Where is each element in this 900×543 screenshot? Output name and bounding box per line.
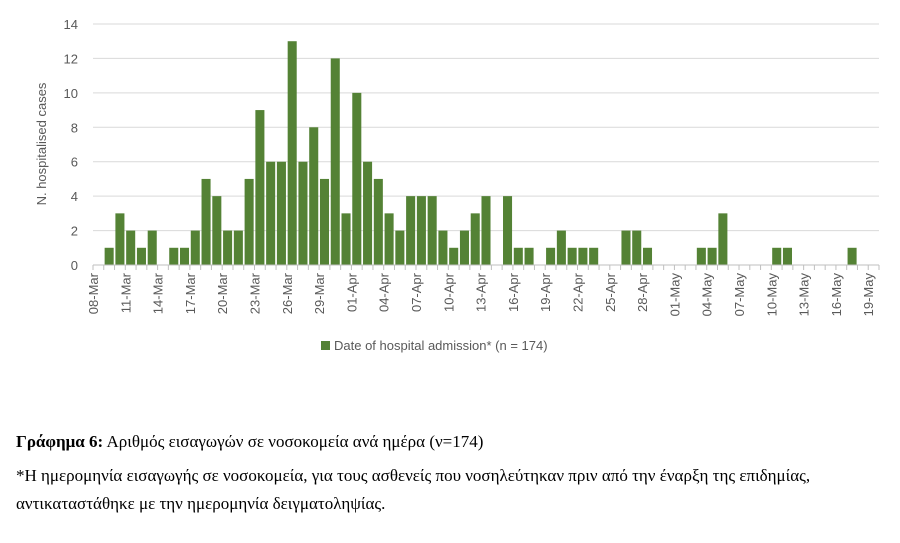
y-tick-label: 8 [71,120,78,135]
bar [255,110,265,265]
x-tick-label: 29-Mar [312,272,327,314]
y-tick-label: 14 [64,17,78,32]
x-tick-label: 04-Apr [377,272,392,312]
bar [136,247,146,265]
x-tick-label: 01-Apr [344,272,359,312]
x-tick-label: 26-Mar [280,272,295,314]
bar [330,58,340,265]
y-tick-label: 0 [71,258,78,273]
x-tick-label: 07-May [732,273,747,317]
hospitalisation-bar-chart: 0 2 4 6 8 10 12 14 08-Mar 11-Mar 14-Mar 17-Mar 20-M… [34,17,880,353]
x-tick-label: 17-Mar [183,272,198,314]
y-tick-label: 4 [71,189,78,204]
bar [212,196,222,265]
bar [287,41,297,265]
bar [298,161,308,265]
bar [524,247,534,265]
bar [395,230,405,265]
bar [384,213,394,265]
y-tick-label: 12 [64,51,78,66]
bar [632,230,642,265]
bar [782,247,793,265]
bar [169,247,179,265]
bar [707,247,717,265]
x-tick-label: 07-Apr [409,272,424,312]
bar [718,213,728,265]
bar [190,230,200,265]
bar [427,196,437,265]
bar [513,247,523,265]
x-tick-label: 14-Mar [151,272,166,314]
x-tick-label: 19-May [861,273,876,317]
bar [459,230,469,265]
bar [546,247,556,265]
legend: Date of hospital admission* (n = 174) [321,338,548,353]
y-tick-label: 10 [64,86,78,101]
bar [115,213,125,265]
bar [276,161,286,265]
bar [642,247,653,265]
bar [309,127,319,266]
bar [589,247,599,265]
x-tick-label: 28-Apr [635,272,650,312]
x-tick-label: 04-May [700,273,715,317]
y-tick-label: 2 [71,224,78,239]
x-tick-label: 25-Apr [603,272,618,312]
bar [373,178,383,265]
bar [438,230,448,265]
bar [126,230,136,265]
y-tick-labels: 0 2 4 6 8 10 12 14 [64,17,78,273]
bar [416,196,426,265]
bar [244,178,254,265]
bar [470,213,480,265]
bar [556,230,566,265]
figure-label: Γράφημα 6: [16,432,104,451]
x-tick-label: 22-Apr [571,272,586,312]
x-tick-label: 01-May [667,273,682,317]
bar [233,230,243,265]
x-tick-label: 19-Apr [538,272,553,312]
x-tick-labels: 08-Mar 11-Mar 14-Mar 17-Mar 20-Mar 23-Mar 26-M… [86,272,876,316]
x-tick-label: 10-May [764,273,779,317]
bar [266,161,276,265]
x-tick-label: 20-Mar [215,272,230,314]
figure-title: Αριθμός εισαγωγών σε νοσοκομεία ανά ημέρ… [103,432,484,451]
y-axis-label: N. hospitalised cases [34,82,49,205]
bar [503,196,513,265]
axes [92,264,880,270]
bar [223,230,233,265]
x-tick-label: 10-Apr [441,272,456,312]
x-tick-label: 08-Mar [86,272,101,314]
bar [481,196,491,265]
y-tick-label: 6 [71,155,78,170]
bar [847,247,857,265]
x-tick-label: 16-May [829,273,844,317]
legend-swatch [321,341,330,350]
figure-footnote: *Η ημερομηνία εισαγωγής σε νοσοκομεία, γ… [16,466,811,513]
gridlines [93,23,879,232]
bar [567,247,577,265]
bar [363,161,373,265]
bar [147,230,157,265]
bar [341,213,351,265]
bar [772,247,782,265]
bars [104,41,857,266]
bar [621,230,631,265]
bar [104,247,114,265]
bar [696,247,706,265]
figure-caption: Γράφημα 6: Αριθμός εισαγωγών σε νοσοκομε… [16,428,891,456]
bar [319,178,330,265]
x-tick-label: 16-Apr [506,272,521,312]
bar [578,247,588,265]
bar [201,178,211,265]
bar [352,92,362,265]
x-tick-label: 11-Mar [118,272,133,313]
x-tick-label: 13-May [797,273,812,317]
x-tick-label: 13-Apr [474,272,489,312]
bar [179,247,190,265]
bar [449,247,459,265]
bar [406,196,416,265]
legend-label: Date of hospital admission* (n = 174) [334,338,548,353]
x-tick-label: 23-Mar [248,272,263,314]
